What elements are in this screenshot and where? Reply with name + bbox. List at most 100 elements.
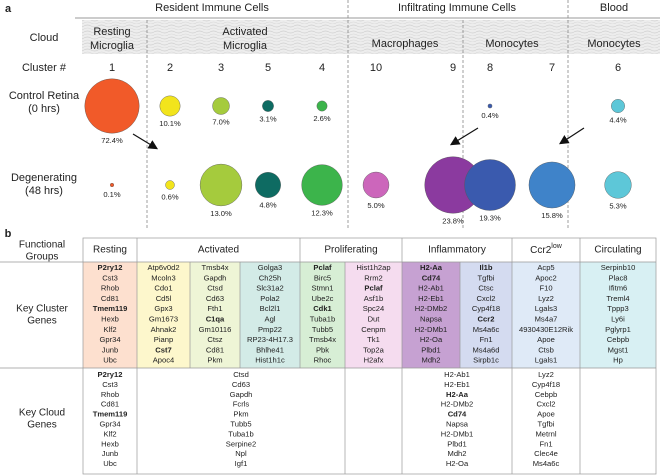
gene: H2-Ab1	[418, 284, 444, 293]
gene: Cdo1	[154, 284, 172, 293]
bubble-label: 0.1%	[103, 190, 121, 199]
cluster-number: 7	[549, 62, 555, 74]
gene: Ube2c	[312, 294, 334, 303]
group-title: Blood	[600, 2, 628, 14]
gene: Gpx3	[154, 304, 172, 313]
gene: Cxcl2	[537, 400, 556, 409]
gene: Ly6i	[611, 315, 625, 324]
gene: Sirpb1c	[473, 356, 499, 365]
gene: Pmp22	[258, 325, 282, 334]
column-bg	[83, 262, 137, 368]
gene: Tubb5	[312, 325, 333, 334]
gene: Cd74	[422, 273, 441, 282]
gene: Serpinb10	[601, 263, 636, 272]
cluster-number: 3	[218, 62, 224, 74]
bubble	[528, 161, 576, 209]
bubble	[464, 159, 516, 211]
gene: P2ry12	[98, 263, 123, 272]
gene: Klf2	[103, 325, 116, 334]
gene: Tmem119	[93, 410, 128, 419]
row-label: Genes	[27, 316, 56, 327]
gene: RP23-4H17.3	[247, 335, 293, 344]
gene: Ms4a6c	[533, 459, 560, 468]
row-label: Functional	[19, 240, 65, 251]
gene: Plbd1	[421, 345, 440, 354]
row-label: Groups	[26, 252, 59, 263]
bubble-label: 2.6%	[313, 114, 331, 123]
group-header: Inflammatory	[428, 245, 486, 256]
gene: C1qa	[206, 315, 225, 324]
gene: Cst3	[102, 273, 118, 282]
gene: Tubb5	[230, 420, 251, 429]
gene: Acp5	[537, 263, 554, 272]
panel-label: b	[5, 228, 12, 240]
gene: Golga3	[258, 263, 283, 272]
gene: Tgfbi	[478, 273, 495, 282]
row-label: Key Cluster	[16, 304, 68, 315]
gene: Serpine2	[226, 439, 256, 448]
gene: Gm1673	[149, 315, 178, 324]
bubble-label: 10.1%	[159, 119, 181, 128]
row-label: Degenerating	[11, 172, 77, 184]
gene: Tmem119	[93, 304, 128, 313]
gene: Spc24	[363, 304, 385, 313]
gene: Gpr34	[99, 335, 120, 344]
gene: Rhob	[101, 390, 119, 399]
gene: Junb	[102, 449, 118, 458]
row-label: Key Cloud	[19, 408, 65, 419]
gene: Ahnak2	[151, 325, 177, 334]
panel-label: a	[5, 3, 12, 15]
column-bg	[190, 262, 240, 368]
column-bg	[512, 262, 580, 368]
gene: H2-Eb1	[444, 380, 470, 389]
group-header: Activated	[198, 245, 239, 256]
gene: Ch25h	[259, 273, 281, 282]
gene: H2afx	[364, 356, 384, 365]
column-bg	[240, 262, 300, 368]
gene: Fth1	[207, 304, 222, 313]
row-label: Cluster #	[22, 62, 67, 74]
bubble	[84, 78, 140, 134]
bubble-label: 0.4%	[481, 111, 499, 120]
bubble-label: 0.6%	[161, 192, 179, 201]
gene: Tuba1b	[310, 315, 335, 324]
bubble	[159, 95, 181, 117]
gene: Ms4a7	[535, 315, 558, 324]
gene: Npl	[235, 449, 247, 458]
gene: Cyp4f18	[472, 304, 500, 313]
gene: Gpr34	[99, 420, 120, 429]
subgroup-label: Monocytes	[587, 38, 641, 50]
gene: Cenpm	[361, 325, 385, 334]
gene: Cebpb	[607, 335, 629, 344]
bubble	[611, 99, 625, 113]
gene: Pola2	[260, 294, 279, 303]
gene: Rhoc	[314, 356, 332, 365]
gene: Tmsb4x	[309, 335, 336, 344]
gene: Rrm2	[364, 273, 383, 282]
column-bg	[137, 262, 190, 368]
bubble-label: 19.3%	[479, 213, 501, 222]
gene: Cd63	[206, 294, 224, 303]
gene: Lyz2	[538, 370, 554, 379]
gene: Napsa	[446, 420, 469, 429]
subgroup-label: Microglia	[223, 40, 268, 52]
group-header-sup: low	[551, 243, 562, 250]
cluster-number: 1	[109, 62, 115, 74]
subgroup-label: Macrophages	[372, 38, 439, 50]
gene: Cd81	[206, 345, 224, 354]
gene: Cxcl2	[477, 294, 496, 303]
cluster-number: 2	[167, 62, 173, 74]
gene: Hexb	[101, 439, 119, 448]
gene: Cdk1	[313, 304, 332, 313]
group-header: Circulating	[594, 245, 641, 256]
row-label: Genes	[27, 420, 56, 431]
gene: Ms4a6c	[473, 325, 500, 334]
gene: Mcoln3	[151, 273, 175, 282]
gene: P2ry12	[98, 370, 123, 379]
bubble-label: 5.0%	[367, 201, 385, 210]
column-bg	[580, 262, 656, 368]
gene: Bcl2l1	[260, 304, 281, 313]
gene: Metrnl	[535, 429, 556, 438]
group-title: Infiltrating Immune Cells	[398, 2, 516, 14]
subgroup-label: Microglia	[90, 40, 135, 52]
